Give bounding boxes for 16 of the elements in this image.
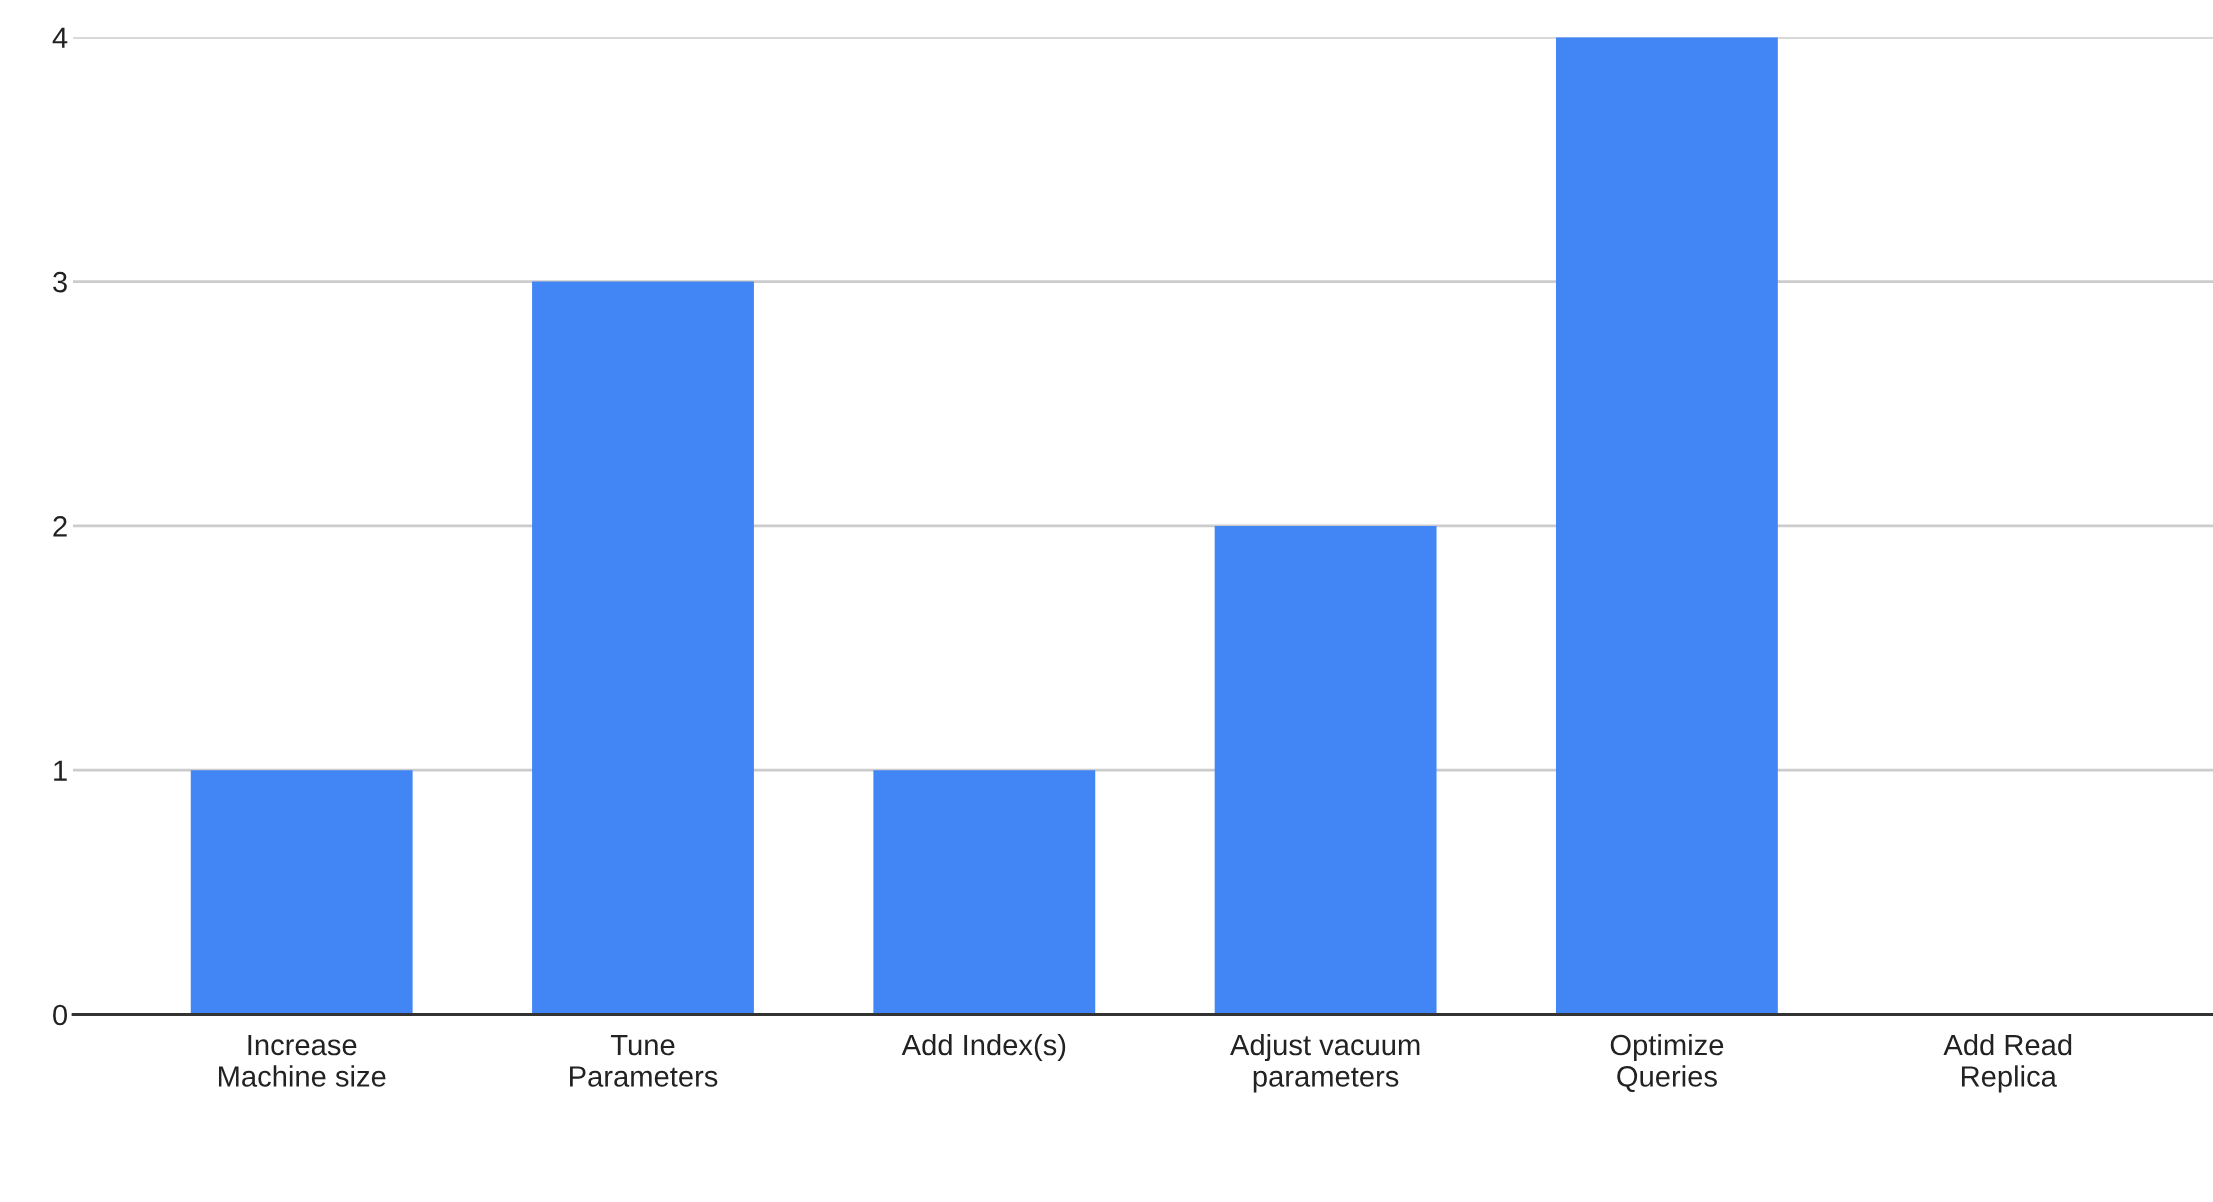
- x-tick-label: Increase Machine size: [218, 1035, 386, 1087]
- y-tick-label: 1: [54, 760, 67, 781]
- x-tick-label: Add Index(s): [901, 1033, 1066, 1062]
- x-tick-label: Optimize Queries: [1610, 1033, 1724, 1092]
- bar: [873, 770, 1096, 1015]
- bar: [532, 281, 754, 1015]
- bar: [1555, 37, 1778, 1015]
- bar: [1214, 525, 1437, 1015]
- x-tick-label: Add Read Replica: [1943, 1033, 2072, 1093]
- bar: [190, 770, 413, 1015]
- y-tick-label: 3: [53, 271, 67, 293]
- y-tick-label: 4: [52, 27, 68, 48]
- x-tick-label: Adjust vacuum parameters: [1230, 1033, 1420, 1093]
- y-tick-label: 0: [53, 1004, 68, 1026]
- x-tick-label: Tune Parameters: [570, 1035, 718, 1087]
- y-tick-label: 2: [53, 516, 67, 537]
